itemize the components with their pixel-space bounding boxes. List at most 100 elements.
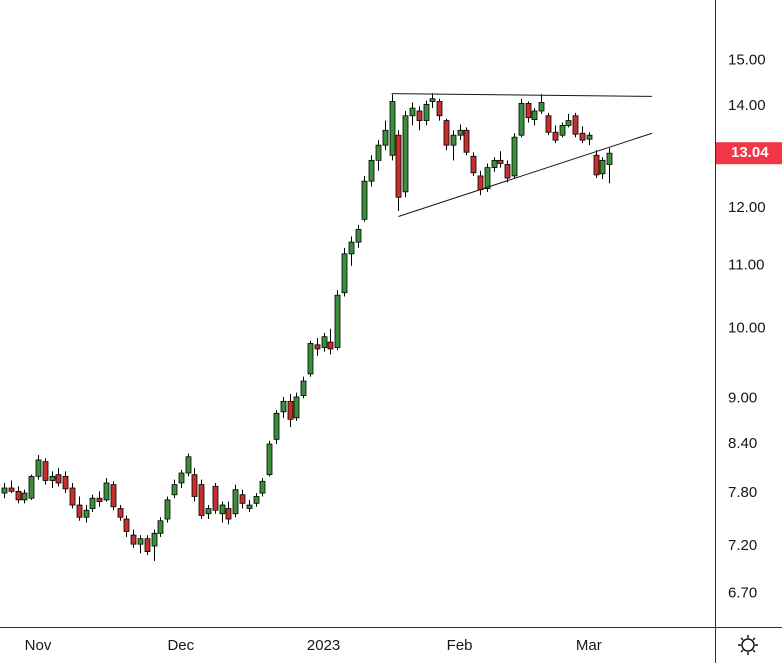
candle-body <box>423 103 430 121</box>
last-price-box <box>716 142 782 165</box>
candle-body <box>259 480 266 494</box>
candle-body <box>300 380 307 396</box>
y-tick-label: 7.80 <box>728 484 757 501</box>
candle-body <box>178 472 185 484</box>
candle-body <box>157 520 164 534</box>
candle-body <box>191 474 198 497</box>
candle-body <box>606 152 613 165</box>
candle-body <box>361 180 368 220</box>
candle-body <box>395 134 402 198</box>
candle-body <box>307 343 314 375</box>
x-tick-label: Feb <box>447 637 473 654</box>
candle-body <box>8 487 15 492</box>
candle-body <box>137 538 144 545</box>
candle-body <box>144 538 151 552</box>
candle-body <box>110 484 117 508</box>
settings-icon-rays[interactable] <box>738 635 758 655</box>
candle-body <box>130 534 137 545</box>
candle-body <box>246 504 253 509</box>
y-tick-label: 9.00 <box>728 389 757 406</box>
candle-body <box>463 129 470 153</box>
candle-body <box>1 487 8 494</box>
candle-body <box>409 107 416 117</box>
candle-body <box>42 461 49 481</box>
candle-body <box>21 492 28 501</box>
candle-body <box>198 484 205 516</box>
candle-body <box>572 115 579 135</box>
y-tick-label: 12.00 <box>728 199 766 216</box>
candle-body <box>62 475 69 490</box>
candle-body <box>355 229 362 243</box>
candle-body <box>491 159 498 168</box>
y-tick-label: 8.40 <box>728 435 757 452</box>
settings-button[interactable] <box>738 635 758 655</box>
last-price-label: 13.04 <box>731 144 769 161</box>
candle-body <box>416 110 423 121</box>
candle-body <box>450 134 457 146</box>
y-tick-label: 15.00 <box>728 52 766 69</box>
candle-body <box>327 341 334 350</box>
candle-body <box>565 120 572 126</box>
plot-area <box>1 93 653 561</box>
candle-body <box>341 253 348 294</box>
y-tick-label: 10.00 <box>728 320 766 337</box>
candle-body <box>49 475 56 481</box>
candle-body <box>171 484 178 496</box>
candle-body <box>443 120 450 146</box>
trend-line <box>391 93 653 97</box>
candle-body <box>599 159 606 175</box>
candle-body <box>559 125 566 136</box>
y-tick-label: 14.00 <box>728 97 766 114</box>
candle-body <box>287 400 294 420</box>
candle-body <box>15 490 22 501</box>
candle-body <box>368 159 375 182</box>
y-tick-label: 11.00 <box>728 257 764 274</box>
candle-body <box>375 144 382 161</box>
x-tick-label: Dec <box>167 637 194 654</box>
candle-body <box>382 129 389 146</box>
candle-body <box>497 159 504 164</box>
candle-body <box>511 136 518 177</box>
candle-body <box>35 459 42 477</box>
x-tick-label: 2023 <box>307 637 340 654</box>
candle-body <box>239 494 246 504</box>
candle-body <box>484 167 491 190</box>
candle-body <box>389 101 396 156</box>
candle-body <box>205 508 212 515</box>
candle-body <box>593 154 600 176</box>
candle-body <box>280 400 287 413</box>
candle-body <box>470 155 477 174</box>
candle-body <box>314 344 321 350</box>
candle-body <box>76 504 83 518</box>
candle-body <box>531 110 538 121</box>
candle-body <box>293 396 300 419</box>
candle-body <box>117 508 124 518</box>
candle-body <box>225 508 232 520</box>
candle-body <box>436 101 443 117</box>
candle-body <box>123 518 130 532</box>
settings-icon[interactable] <box>741 638 755 652</box>
candle-body <box>55 474 62 484</box>
candle-body <box>334 294 341 348</box>
candle-body <box>348 241 355 255</box>
candle-body <box>103 482 110 501</box>
candle-body <box>96 497 103 503</box>
candle-body <box>457 129 464 136</box>
candle-body <box>83 509 90 518</box>
candle-body <box>579 132 586 141</box>
candle-body <box>321 336 328 348</box>
candle-body <box>402 115 409 193</box>
candle-body <box>552 131 559 141</box>
candle-body <box>273 412 280 440</box>
candle-body <box>28 475 35 499</box>
y-tick-label: 7.20 <box>728 537 757 554</box>
candle-body <box>151 532 158 547</box>
candle-body <box>89 497 96 509</box>
candle-body <box>219 504 226 515</box>
candle-body <box>545 115 552 133</box>
candle-body <box>69 487 76 506</box>
x-tick-label: Mar <box>576 637 602 654</box>
